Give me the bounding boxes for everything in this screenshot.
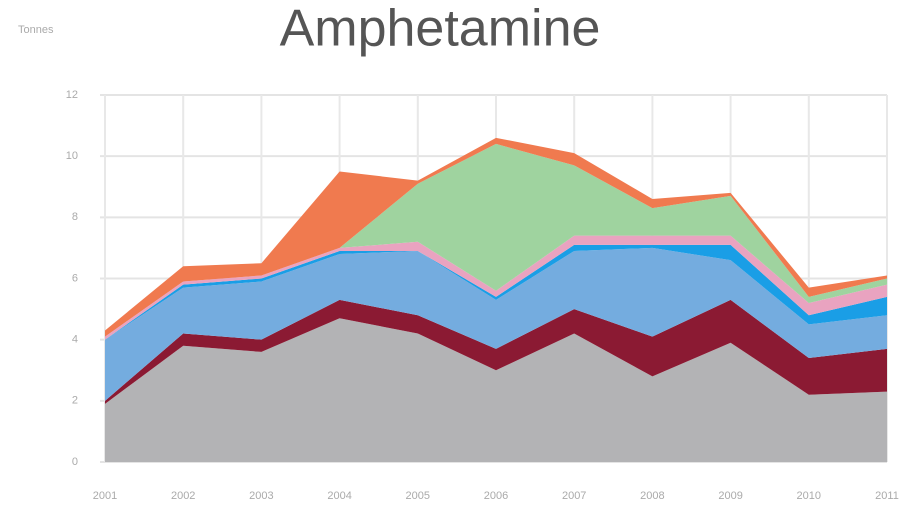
area [105,318,887,462]
x-tick-label: 2005 [406,490,430,502]
x-tick-label: 2006 [484,490,508,502]
y-axis-label: Tonnes [18,24,54,36]
x-tick-label: 2011 [875,490,899,502]
area [105,143,887,337]
x-tick-label: 2001 [93,490,117,502]
y-tick-label: 0 [72,456,78,468]
y-tick-label: 10 [66,150,78,162]
x-tick-label: 2002 [171,490,195,502]
x-tick-label: 2008 [640,490,664,502]
area [105,247,887,401]
x-tick-label: 2007 [562,490,586,502]
x-tick-label: 2009 [718,490,742,502]
chart-title: Amphetamine [280,0,601,58]
y-tick-label: 2 [72,395,78,407]
y-tick-label: 4 [72,334,78,346]
y-tick-label: 8 [72,211,78,223]
x-tick-label: 2010 [797,490,821,502]
x-tick-label: 2004 [327,490,351,502]
area [105,299,887,404]
x-tick-label: 2003 [249,490,273,502]
y-tick-label: 6 [72,272,78,284]
y-tick-label: 12 [66,89,78,101]
